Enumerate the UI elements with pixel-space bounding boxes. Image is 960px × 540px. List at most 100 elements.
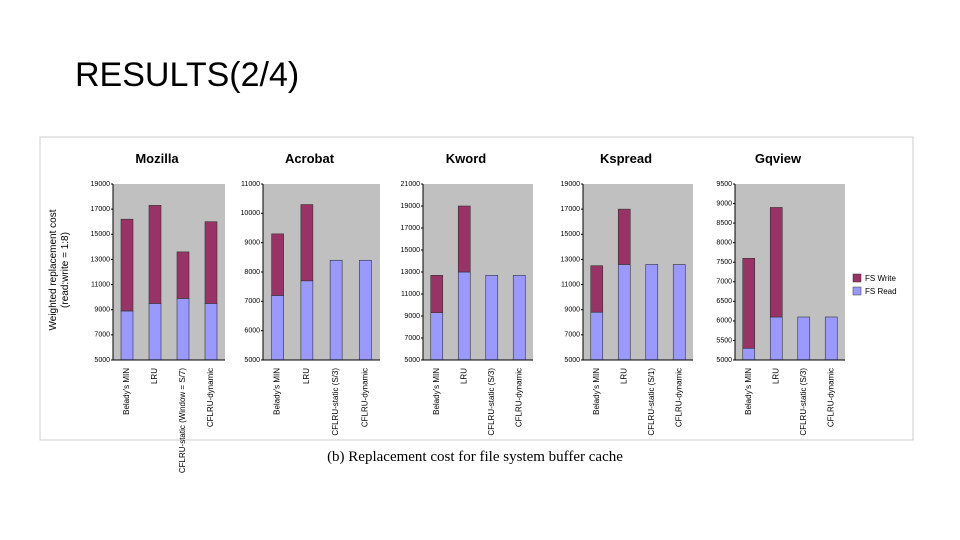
bar-segment	[797, 316, 811, 361]
y-tick-label: 9000	[564, 307, 580, 314]
bar-segment	[485, 274, 499, 361]
x-tick-label: LRU	[302, 368, 311, 384]
bar-segment	[300, 280, 314, 361]
bar-segment	[769, 207, 783, 318]
y-tick-label: 15000	[561, 231, 581, 238]
y-tick-label: 9000	[94, 307, 110, 314]
chart-title: Kword	[446, 151, 487, 166]
y-tick-label: 8500	[716, 220, 732, 227]
bar-segment	[204, 303, 218, 361]
bar-segment	[617, 208, 631, 265]
bar-segment	[430, 274, 444, 313]
bar-segment	[271, 295, 284, 361]
y-tick-label: 19000	[91, 181, 111, 188]
x-tick-label: LRU	[619, 368, 628, 384]
x-tick-label: CFLRU-static (S/1)	[647, 368, 656, 436]
x-tick-label: Belady's MIN	[122, 368, 131, 415]
y-tick-label: 8000	[716, 240, 732, 247]
y-tick-label: 15000	[91, 231, 111, 238]
caption: (b) Replacement cost for file system buf…	[327, 449, 623, 465]
y-tick-label: 21000	[401, 181, 421, 188]
bar-segment	[204, 221, 218, 304]
y-tick-label: 7000	[716, 279, 732, 286]
bar-segment	[148, 205, 162, 304]
y-tick-label: 10000	[241, 210, 261, 217]
y-tick-label: 7000	[244, 298, 260, 305]
y-tick-label: 13000	[561, 256, 581, 263]
y-tick-label: 5500	[716, 337, 732, 344]
bar-segment	[742, 347, 756, 361]
y-tick-label: 7500	[716, 259, 732, 266]
chart-title: Mozilla	[135, 151, 179, 166]
legend-swatch	[852, 286, 862, 296]
y-tick-label: 6000	[244, 328, 260, 335]
y-tick-label: 13000	[91, 256, 111, 263]
x-tick-label: Belady's MIN	[592, 368, 601, 415]
y-tick-label: 7000	[404, 335, 420, 342]
y-tick-label: 11000	[401, 291, 420, 298]
x-tick-label: LRU	[150, 368, 159, 384]
bar-segment	[176, 251, 190, 299]
y-tick-label: 15000	[401, 247, 421, 254]
x-tick-label: LRU	[771, 368, 780, 384]
x-tick-label: CFLRU-static (S/3)	[331, 368, 340, 436]
legend-swatch	[852, 273, 862, 283]
x-tick-label: CFLRU-dynamic	[206, 368, 215, 427]
x-tick-label: Belady's MIN	[744, 368, 753, 415]
x-tick-label: CFLRU-dynamic	[360, 368, 369, 427]
x-tick-label: CFLRU-static (S/3)	[487, 368, 496, 436]
y-tick-label: 19000	[401, 203, 421, 210]
x-tick-label: LRU	[459, 368, 468, 384]
y-tick-label: 8000	[244, 269, 260, 276]
bar-segment	[742, 258, 756, 349]
bar-segment	[430, 312, 444, 361]
y-tick-label: 9000	[404, 313, 420, 320]
bar-segment	[120, 218, 134, 312]
y-tick-label: 11000	[91, 281, 110, 288]
bar-segment	[457, 271, 471, 361]
bar-segment	[512, 274, 526, 361]
y-tick-label: 5000	[94, 357, 110, 364]
x-tick-label: CFLRU-static (Window = S/7)	[178, 368, 187, 473]
bar-segment	[617, 264, 631, 361]
bar-segment	[359, 259, 372, 361]
y-tick-label: 13000	[401, 269, 421, 276]
bar-segment	[672, 264, 686, 361]
x-tick-label: CFLRU-dynamic	[826, 368, 835, 427]
x-tick-label: Belady's MIN	[432, 368, 441, 415]
chart-title: Gqview	[755, 151, 802, 166]
bar-segment	[645, 264, 659, 361]
y-tick-label: 7000	[564, 332, 580, 339]
bar-segment	[176, 298, 190, 361]
bar-segment	[590, 311, 604, 361]
x-tick-label: CFLRU-dynamic	[674, 368, 683, 427]
chart-title: Acrobat	[285, 151, 335, 166]
y-tick-label: 17000	[561, 206, 581, 213]
y-tick-label: 5000	[244, 357, 260, 364]
bar-segment	[300, 204, 314, 282]
bar-segment	[457, 205, 471, 273]
legend-label: FS Write	[865, 274, 897, 283]
bar-segment	[329, 259, 343, 361]
y-tick-label: 17000	[401, 225, 421, 232]
x-tick-label: Belady's MIN	[273, 368, 282, 415]
y-axis-label: (read:write = 1:8)	[60, 232, 71, 308]
x-tick-label: CFLRU-static (S/3)	[799, 368, 808, 436]
y-tick-label: 5000	[564, 357, 580, 364]
x-tick-label: CFLRU-dynamic	[514, 368, 523, 427]
y-tick-label: 11000	[241, 181, 260, 188]
y-axis-label: Weighted replacement cost	[48, 209, 59, 330]
y-tick-label: 5000	[716, 357, 732, 364]
y-tick-label: 6000	[716, 318, 732, 325]
y-tick-label: 5000	[404, 357, 420, 364]
bar-segment	[590, 265, 604, 313]
y-tick-label: 11000	[561, 281, 580, 288]
y-tick-label: 6500	[716, 298, 732, 305]
chart-title: Kspread	[600, 151, 652, 166]
bar-segment	[769, 316, 783, 361]
y-tick-label: 9000	[716, 200, 732, 207]
bar-segment	[148, 303, 162, 361]
y-tick-label: 7000	[94, 332, 110, 339]
bar-segment	[120, 310, 134, 361]
